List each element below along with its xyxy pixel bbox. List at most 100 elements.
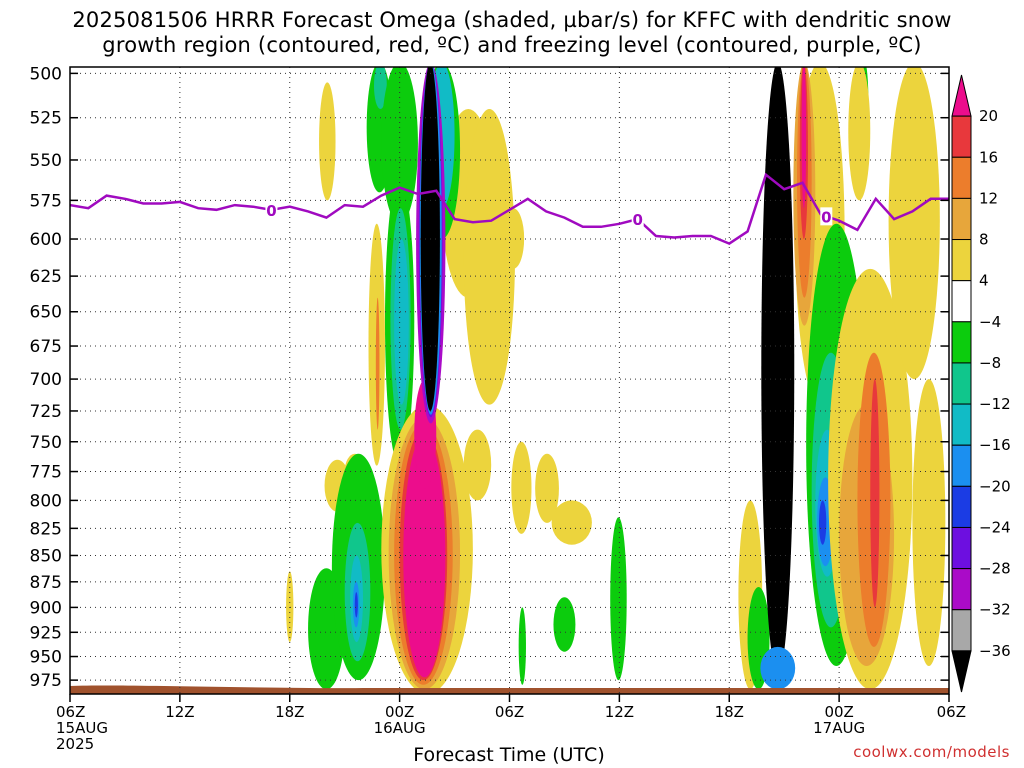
y-tick-label-625: 625 [30,267,62,287]
colorbar-swatch-5 [951,280,972,323]
y-tick-label-825: 825 [30,519,62,539]
x-tick-label-18-0: 00Z [385,703,414,721]
y-tick-label-525: 525 [30,109,62,129]
colorbar-swatch-3 [951,197,972,241]
yellow-late-0500z [912,379,946,667]
green-0700z [518,607,526,685]
chart-title-line-1: 2025081506 HRRR Forecast Omega (shaded, … [72,8,952,32]
colorbar-tick-7: −12 [979,395,1011,413]
colorbar-swatch-8 [951,403,972,446]
y-tick-label-600: 600 [30,230,62,250]
x-tick-label-42-1: 17AUG [813,719,865,737]
colorbar-swatch-0 [951,74,972,117]
blue-ring-1800z [760,646,796,690]
blue-late-2200z [818,500,827,545]
y-tick-label-725: 725 [30,402,62,422]
yellow-late-top-0400z [888,67,940,380]
x-tick-label-30-0: 12Z [605,703,634,721]
yellow-late-top-0100z [848,67,871,201]
teal-upper-1630z [373,67,387,110]
colorbar-tick-6: −8 [979,354,1001,372]
colorbar-swatch-10 [951,485,972,528]
x-axis-label: Forecast Time (UTC) [413,744,605,766]
yellow-patch-0930z [319,82,336,201]
x-tick-label-0-0: 06Z [56,703,85,721]
freezing-level-label-0: 0 [266,202,276,220]
freezing-label-bg-1 [631,210,644,229]
colorbar-swatch-4 [951,239,972,282]
yellow-upper-2200z [463,109,515,405]
y-tick-label-500: 500 [30,64,62,84]
freezing-label-bg-2 [820,207,833,226]
y-tick-label-750: 750 [30,433,62,453]
colorbar-tick-8: −16 [979,436,1011,454]
x-tick-label-42-0: 00Z [824,703,853,721]
chart-title-line-2: growth region (contoured, red, ºC) and f… [102,33,922,57]
y-tick-label-950: 950 [30,648,62,668]
dblue-plume-2230z [354,592,358,618]
colorbar-tick-3: 8 [979,231,989,249]
x-tick-label-48-0: 06Z [937,703,966,721]
omega-shading [70,67,949,694]
y-tick-label-675: 675 [30,337,62,357]
freezing-level-label-2: 0 [821,208,831,226]
x-tick-label-0-1: 15AUG [56,719,108,737]
yellow-patch-1230z [286,571,294,643]
y-tick-label-550: 550 [30,151,62,171]
freezing-label-bg-0 [265,200,278,219]
colorbar-tick-0: 20 [979,107,998,125]
colorbar-swatch-2 [951,156,972,199]
y-tick-label-850: 850 [30,546,62,566]
colorbar-tick-1: 16 [979,148,998,166]
y-tick-label-800: 800 [30,491,62,511]
colorbar-swatch-12 [951,568,972,611]
colorbar-tick-4: 4 [979,272,989,290]
freezing-level-contour: 0 0 0 [70,172,949,246]
freezing-level-label-1: 0 [632,211,642,229]
colorbar: 20 16 12 8 4 −4 −8 −12 −16 −20 −24 −28 −32 −36 [951,74,1011,693]
black-core-0100z [420,67,440,411]
y-tick-label-875: 875 [30,573,62,593]
pink-downcell [403,435,446,678]
green-upper-1800z [381,67,418,224]
colorbar-tick-5: −4 [979,313,1001,331]
y-tick-label-925: 925 [30,623,62,643]
freezing-level-line [70,172,949,246]
black-core-1800z [761,67,795,676]
colorbar-tick-2: 12 [979,189,998,207]
y-tick-label-975: 975 [30,671,62,691]
y-tick-label-575: 575 [30,191,62,211]
yellow-tail-0300z [463,429,492,501]
colorbar-swatch-13 [951,609,972,652]
x-tick-label-12-0: 18Z [275,703,304,721]
pink-down-2100z [801,67,807,209]
colorbar-swatch-11 [951,526,972,570]
green-1130z [610,517,627,681]
yellow-0830z-b [535,453,559,523]
colorbar-swatch-1 [951,115,972,158]
credit-text: coolwx.com/models [853,743,1010,761]
orange-core-1730z [375,297,380,430]
colorbar-tick-10: −24 [979,518,1011,536]
colorbar-swatch-9 [951,444,972,487]
x-tick-label-24-0: 06Z [495,703,524,721]
colorbar-tick-13: −36 [979,642,1011,660]
x-tick-label-36-0: 18Z [715,703,744,721]
x-tick-label-0-2: 2025 [56,735,94,753]
x-tick-label-6-0: 12Z [165,703,194,721]
y-tick-label-775: 775 [30,463,62,483]
green-0900z [553,597,576,652]
y-tick-label-650: 650 [30,303,62,323]
yellow-0630z [511,441,532,534]
colorbar-tick-12: −32 [979,601,1011,619]
colorbar-swatch-6 [951,321,972,364]
y-axis-pressure: 500 525 550 575 600 625 650 675 700 725 750 775 800 8… [30,64,949,691]
x-tick-label-18-1: 16AUG [374,719,426,737]
yellow-0600z-top [502,208,525,269]
red-late-0200z [870,379,880,608]
y-tick-label-900: 900 [30,598,62,618]
cyan-mid-1830z [394,239,409,405]
colorbar-swatch-7 [951,362,972,405]
